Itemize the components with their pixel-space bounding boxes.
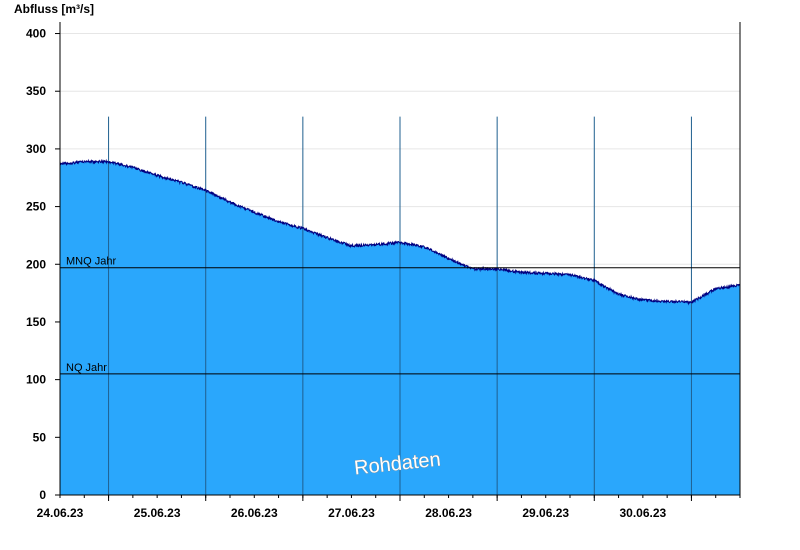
reference-line-label: NQ Jahr	[66, 362, 107, 374]
x-axis-ticks: 24.06.23 25.06.23 26.06.23 27.06.23 28.06.23…	[37, 495, 741, 520]
y-tick-label: 200	[26, 257, 46, 271]
y-tick-label: 400	[26, 27, 46, 41]
y-tick-label: 300	[26, 142, 46, 156]
y-tick-label: 50	[33, 430, 47, 444]
y-tick-label: 150	[26, 315, 46, 329]
x-tick-label: 28.06.23	[425, 506, 472, 520]
x-tick-label: 27.06.23	[328, 506, 375, 520]
y-tick-label: 350	[26, 84, 46, 98]
y-tick-label: 100	[26, 373, 46, 387]
x-tick-label: 30.06.23	[619, 506, 666, 520]
y-tick-label: 250	[26, 200, 46, 214]
y-axis-ticks: 0 50 100 150 200 250 300 350 400	[26, 27, 60, 502]
y-tick-label: 0	[39, 488, 46, 502]
x-tick-label: 25.06.23	[134, 506, 181, 520]
x-tick-label: 26.06.23	[231, 506, 278, 520]
x-tick-label: 24.06.23	[37, 506, 84, 520]
y-axis-title: Abfluss [m³/s]	[14, 2, 94, 16]
vertical-gridlines	[108, 116, 692, 495]
x-tick-label: 29.06.23	[522, 506, 569, 520]
discharge-line	[59, 158, 741, 306]
reference-line-label: MNQ Jahr	[66, 256, 116, 268]
reference-lines: MNQ Jahr NQ Jahr	[60, 256, 740, 375]
